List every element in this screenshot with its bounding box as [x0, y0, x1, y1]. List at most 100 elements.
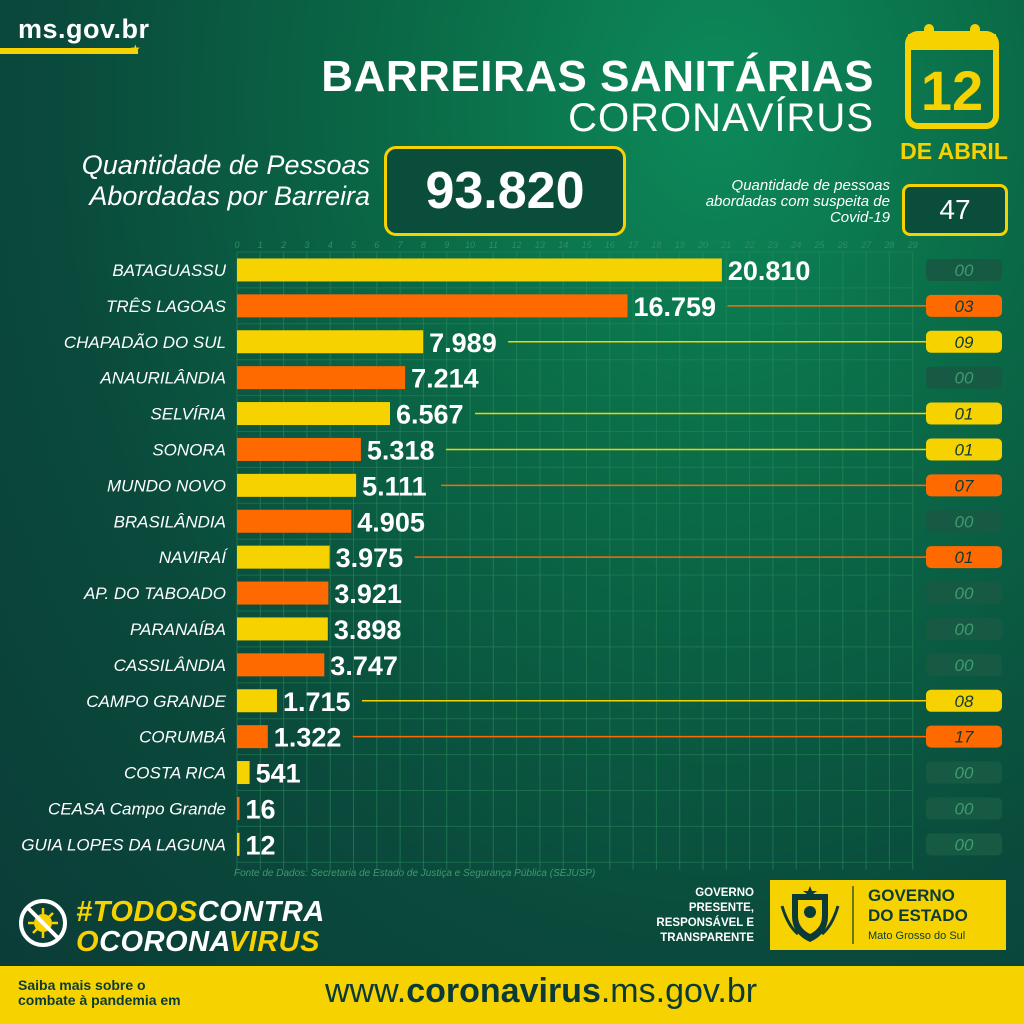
- bar: [237, 617, 328, 641]
- bar: [237, 725, 268, 749]
- government-name: GOVERNO DO ESTADO: [868, 886, 968, 925]
- bar: [237, 796, 240, 820]
- suspect-label: Quantidade de pessoas abordadas com susp…: [705, 177, 890, 226]
- suspect-value: 00: [955, 764, 974, 783]
- x-tick-label: 9: [444, 240, 449, 250]
- bar: [237, 294, 628, 318]
- category-label: NAVIRAÍ: [159, 548, 228, 567]
- government-slogan: GOVERNO PRESENTE, RESPONSÁVEL E TRANSPAR…: [656, 887, 754, 944]
- bar-chart: 0 1 2 3 4 5 6 7 8 9 10 11 12 13 14 15 16 17 18 19 20 21 22 23 24…: [21, 240, 1002, 870]
- page-title: BARREIRAS SANITÁRIAS: [321, 52, 874, 101]
- value-label: 4.905: [357, 507, 425, 537]
- suspect-value: 07: [955, 476, 974, 495]
- suspect-value: 00: [955, 512, 974, 531]
- campaign-hashtag-line2: OCORONAVIRUS: [76, 926, 320, 958]
- category-label: COSTA RICA: [124, 764, 226, 783]
- x-tick-label: 11: [489, 240, 498, 250]
- bar: [237, 761, 250, 785]
- x-tick-label: 25: [813, 240, 825, 250]
- bar: [237, 545, 330, 569]
- value-label: 20.810: [728, 256, 811, 286]
- x-tick-label: 8: [421, 240, 426, 250]
- suspect-value: 00: [955, 369, 974, 388]
- page-subtitle: CORONAVÍRUS: [568, 96, 874, 140]
- category-label: SELVÍRIA: [150, 405, 226, 424]
- bar: [237, 689, 277, 713]
- value-label: 6.567: [396, 400, 464, 430]
- x-tick-label: 26: [837, 240, 848, 250]
- x-tick-label: 14: [558, 240, 568, 250]
- suspect-badge: [926, 402, 1002, 425]
- x-tick-label: 0: [234, 240, 239, 250]
- website-link[interactable]: www.coronavirus.ms.gov.br: [325, 972, 758, 1010]
- suspect-badge: [926, 258, 1002, 281]
- value-label: 3.898: [334, 615, 402, 645]
- suspect-value: 08: [955, 692, 974, 711]
- category-label: BRASILÂNDIA: [114, 512, 226, 531]
- x-tick-label: 3: [304, 240, 309, 250]
- suspect-badge: [926, 582, 1002, 605]
- footer-bar: [0, 966, 1024, 1024]
- bar: [237, 366, 406, 390]
- x-tick-label: 6: [374, 240, 379, 250]
- chart-grid: [236, 251, 914, 870]
- calendar-day: 12: [921, 59, 983, 122]
- bar: [237, 832, 240, 856]
- suspect-badge: [926, 438, 1002, 461]
- x-tick-label: 10: [465, 240, 475, 250]
- total-label: Quantidade de Pessoas Abordadas por Barr…: [81, 150, 370, 211]
- bar: [237, 653, 325, 677]
- value-label: 5.111: [362, 471, 427, 501]
- suspect-badge: [926, 474, 1002, 497]
- no-virus-icon: [19, 899, 67, 947]
- total-value: 93.820: [384, 146, 626, 236]
- suspect-badge: [926, 366, 1002, 389]
- value-label: 16: [246, 794, 276, 824]
- suspect-badge: [926, 294, 1002, 317]
- chart-bars: BATAGUASSU 20.810 00 TRÊS LAGOAS 16.759 03 CHA…: [21, 256, 1002, 860]
- suspect-value: 17: [955, 728, 974, 747]
- value-label: 541: [256, 759, 301, 789]
- suspect-value: 03: [955, 297, 974, 316]
- value-label: 3.975: [336, 543, 404, 573]
- category-label: MUNDO NOVO: [107, 476, 226, 495]
- suspect-value: 01: [955, 548, 974, 567]
- x-tick-label: 13: [535, 240, 545, 250]
- x-tick-label: 23: [767, 240, 778, 250]
- value-label: 1.322: [274, 723, 342, 753]
- value-label: 16.759: [633, 292, 716, 322]
- calendar-icon: 12: [905, 24, 999, 129]
- bar: [237, 509, 352, 533]
- category-label: BATAGUASSU: [112, 261, 226, 280]
- state-crest-icon: [780, 886, 840, 942]
- category-label: CAMPO GRANDE: [86, 692, 226, 711]
- bar: [237, 402, 391, 426]
- category-label: ANAURILÂNDIA: [99, 369, 226, 388]
- suspect-badge: [926, 617, 1002, 640]
- suspect-value: 01: [955, 405, 974, 424]
- category-label: CEASA Campo Grande: [48, 799, 226, 818]
- suspect-value: 00: [955, 584, 974, 603]
- value-label: 3.747: [330, 651, 398, 681]
- x-tick-label: 2: [280, 240, 286, 250]
- value-label: 3.921: [334, 579, 402, 609]
- value-label: 12: [246, 830, 276, 860]
- x-tick-label: 1: [258, 240, 263, 250]
- value-label: 7.214: [411, 364, 479, 394]
- x-tick-label: 24: [790, 240, 801, 250]
- x-axis-ticks: 0 1 2 3 4 5 6 7 8 9 10 11 12 13 14 15 16 17 18 19 20 21 22 23 24…: [234, 240, 917, 250]
- suspect-badge: [926, 689, 1002, 712]
- suspect-badge: [926, 546, 1002, 569]
- suspect-badge: [926, 510, 1002, 533]
- bar: [237, 581, 329, 605]
- value-label: 7.989: [429, 328, 497, 358]
- category-label: TRÊS LAGOAS: [106, 297, 227, 316]
- value-label: 5.318: [367, 435, 435, 465]
- suspect-badge: [926, 761, 1002, 784]
- calendar-month: DE ABRIL: [900, 138, 1008, 164]
- logo-divider: [852, 886, 854, 944]
- state-name: Mato Grosso do Sul: [868, 930, 966, 942]
- site-logo: ms.gov.br: [18, 14, 150, 44]
- bar: [237, 473, 357, 497]
- category-label: CORUMBÁ: [139, 728, 226, 747]
